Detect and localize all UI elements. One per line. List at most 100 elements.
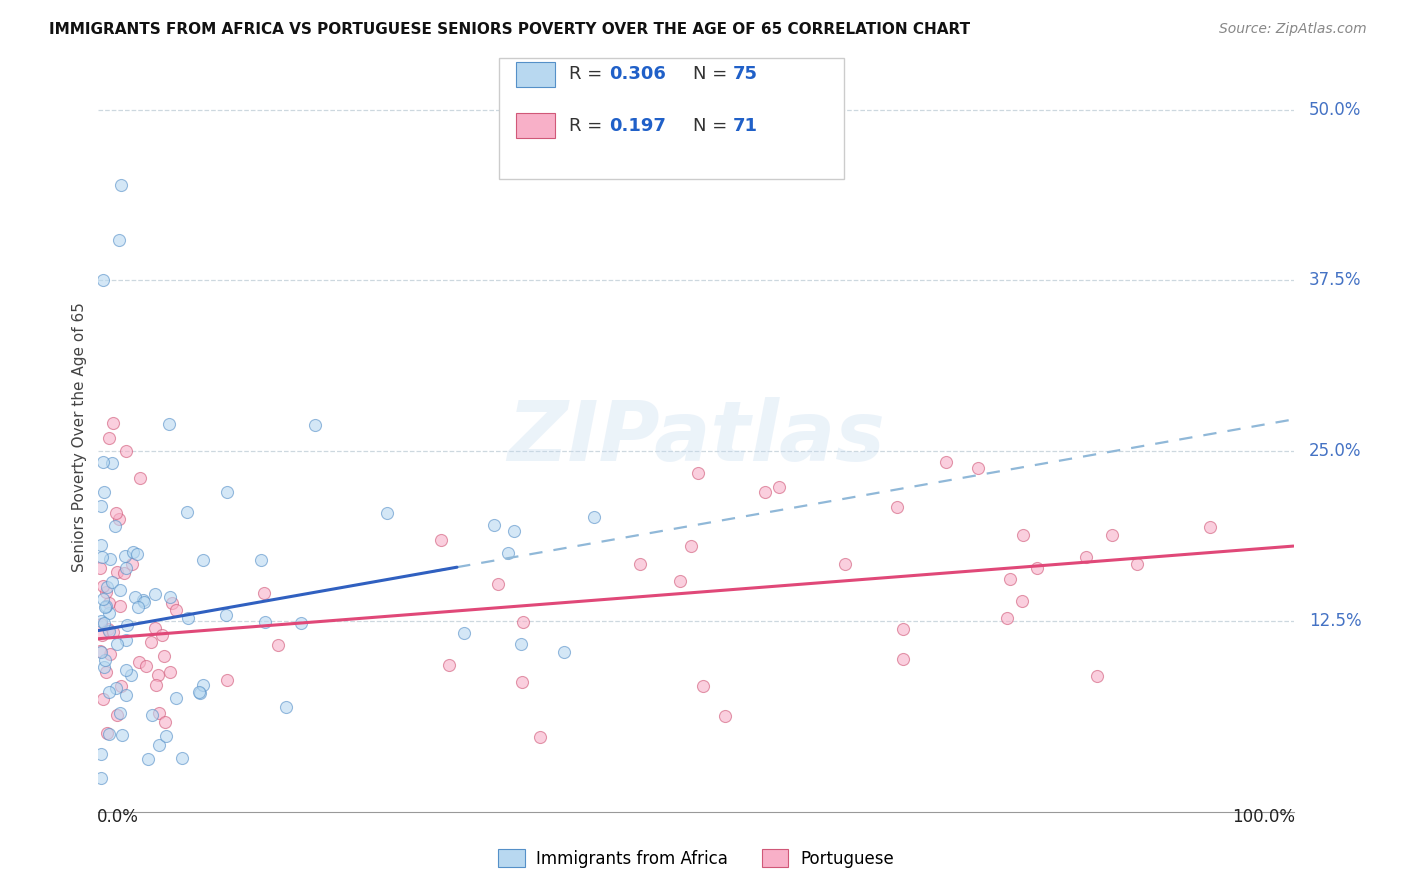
Point <box>143 587 166 601</box>
Point <box>768 480 790 494</box>
Point <box>165 603 187 617</box>
Point <box>103 625 125 640</box>
Point <box>188 684 211 698</box>
Point <box>132 592 155 607</box>
Point <box>891 622 914 636</box>
Point <box>176 505 198 519</box>
Point <box>754 484 776 499</box>
Text: 12.5%: 12.5% <box>1309 612 1361 630</box>
Point <box>141 635 163 649</box>
Point <box>886 500 908 515</box>
Point <box>98 596 121 610</box>
Text: N =: N = <box>693 65 733 83</box>
Point <box>97 622 120 636</box>
Point <box>215 485 238 500</box>
Point <box>688 466 710 480</box>
Point <box>191 553 214 567</box>
Point <box>104 681 127 695</box>
Point <box>143 621 166 635</box>
Text: 0.306: 0.306 <box>609 65 665 83</box>
Point <box>90 645 112 659</box>
Point <box>94 600 117 615</box>
Point <box>172 751 194 765</box>
Point <box>115 688 138 702</box>
Point <box>157 417 180 431</box>
Point <box>91 549 114 564</box>
Point <box>120 668 142 682</box>
Point <box>91 628 114 642</box>
Text: N =: N = <box>693 117 733 135</box>
Text: 37.5%: 37.5% <box>1309 271 1361 289</box>
Point <box>93 455 115 469</box>
Point <box>96 580 118 594</box>
Text: R =: R = <box>569 117 609 135</box>
Point <box>214 607 236 622</box>
Point <box>191 678 214 692</box>
Point <box>148 706 170 721</box>
Point <box>124 591 146 605</box>
Point <box>1011 527 1033 541</box>
Point <box>93 273 115 287</box>
Point <box>90 747 112 762</box>
Point <box>160 596 183 610</box>
Text: 71: 71 <box>733 117 758 135</box>
Point <box>94 585 117 599</box>
Point <box>891 651 914 665</box>
Point <box>529 730 551 744</box>
Point <box>121 545 143 559</box>
Point <box>108 583 131 598</box>
Point <box>105 708 128 723</box>
Text: Source: ZipAtlas.com: Source: ZipAtlas.com <box>1219 22 1367 37</box>
Text: 75: 75 <box>733 65 758 83</box>
Point <box>115 618 138 632</box>
Point <box>995 611 1018 625</box>
Point <box>146 668 169 682</box>
Point <box>127 600 149 615</box>
Point <box>114 549 136 563</box>
Point <box>90 615 112 629</box>
Point <box>714 709 737 723</box>
Point <box>108 511 131 525</box>
Point <box>509 637 531 651</box>
Point <box>91 592 114 607</box>
Point <box>583 509 606 524</box>
Point <box>512 615 534 629</box>
Point <box>94 599 117 614</box>
Point <box>503 524 526 538</box>
Point <box>998 572 1021 586</box>
Point <box>692 679 714 693</box>
Point <box>91 579 114 593</box>
Point <box>114 663 136 677</box>
Text: 0.197: 0.197 <box>609 117 665 135</box>
Point <box>98 624 121 638</box>
Point <box>89 644 111 658</box>
Point <box>101 417 124 431</box>
Point <box>304 418 326 433</box>
Point <box>267 638 290 652</box>
Point <box>155 729 177 743</box>
Point <box>97 607 120 621</box>
Point <box>679 540 702 554</box>
Point <box>375 506 398 520</box>
Point <box>290 616 312 631</box>
Point <box>165 691 187 706</box>
Point <box>90 499 112 513</box>
Point <box>1199 520 1222 534</box>
Point <box>628 558 651 572</box>
Point <box>153 714 176 729</box>
Point <box>105 637 128 651</box>
Point <box>98 685 121 699</box>
Text: R =: R = <box>569 65 609 83</box>
Point <box>98 552 121 566</box>
Point <box>93 485 115 500</box>
Point <box>834 558 856 572</box>
Point <box>101 456 124 470</box>
Point <box>150 627 173 641</box>
Point <box>453 625 475 640</box>
Point <box>114 560 136 574</box>
Point <box>430 533 453 548</box>
Point <box>134 595 156 609</box>
Point <box>159 665 181 679</box>
Point <box>108 233 131 247</box>
Point <box>252 586 274 600</box>
